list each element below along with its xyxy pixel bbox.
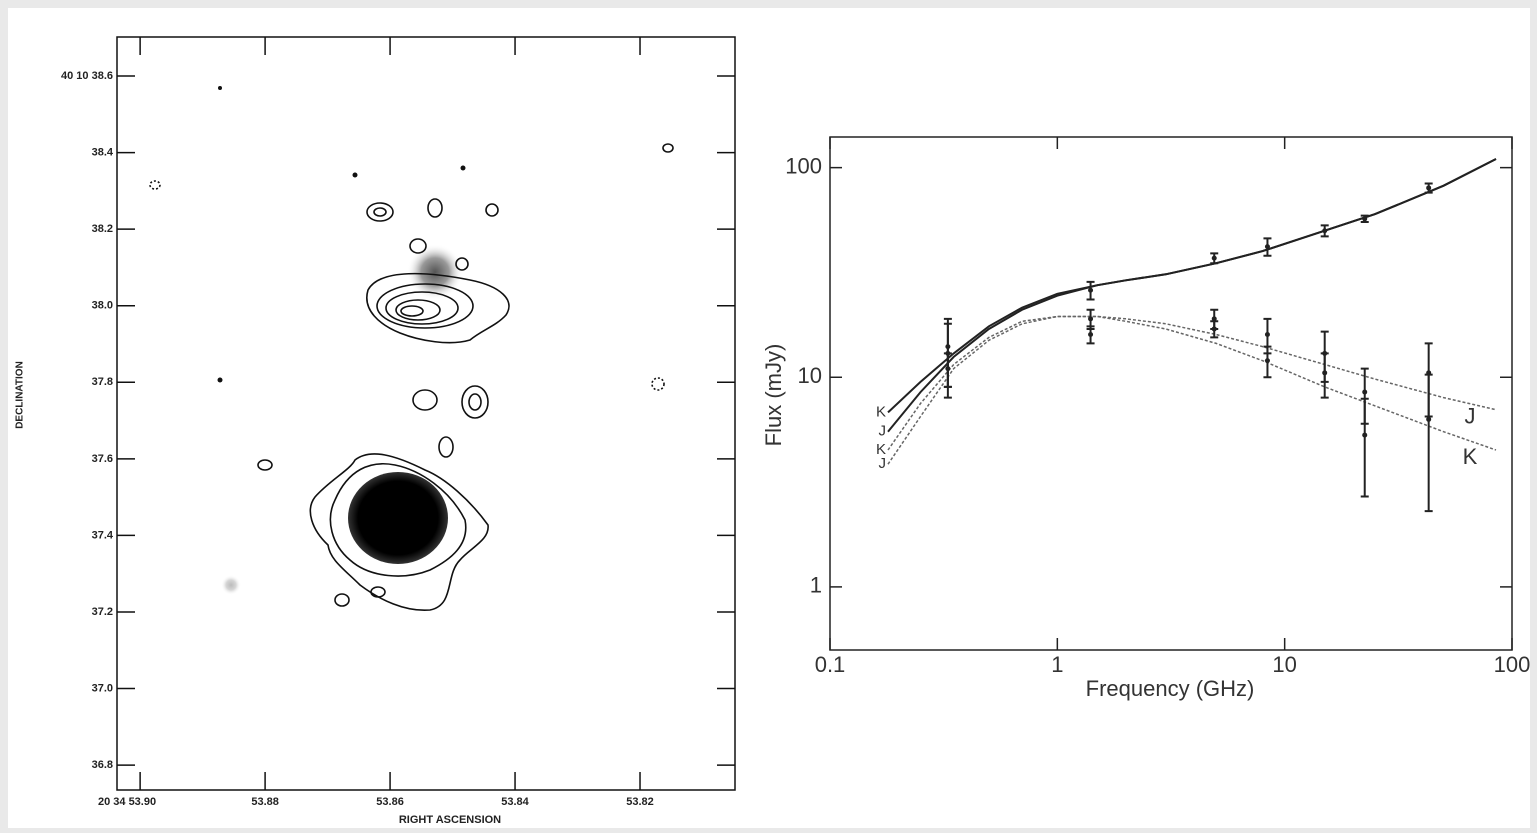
y-tick-label: 37.0 (92, 682, 113, 694)
y-tick-label: 38.2 (92, 223, 113, 235)
data-point (1088, 332, 1093, 337)
y-axis-label: DECLINATION (15, 361, 26, 429)
x-tick-label: 100 (1494, 652, 1531, 677)
data-point (945, 344, 950, 349)
data-point (1362, 433, 1367, 438)
data-point (1265, 332, 1270, 337)
contour (461, 166, 466, 171)
x-tick-label: 53.88 (251, 796, 279, 808)
y-tick-label: 37.8 (92, 376, 113, 388)
x-tick-label: 53.84 (501, 796, 529, 808)
data-point (1212, 326, 1217, 331)
y-tick-label: 40 10 38.6 (61, 70, 113, 82)
plot-frame (117, 37, 735, 790)
gray-emission (221, 575, 241, 595)
x-axis-label: RIGHT ASCENSION (399, 814, 501, 826)
contour (218, 378, 223, 383)
data-point (1265, 358, 1270, 363)
curve-label: J (879, 423, 887, 440)
y-tick-label: 38.4 (92, 147, 114, 159)
x-tick-label: 53.82 (626, 796, 654, 808)
y-tick-label: 100 (785, 153, 822, 178)
data-point (1426, 417, 1431, 422)
data-point (1362, 216, 1367, 221)
y-axis-label: Flux (mJy) (761, 344, 786, 447)
y-tick-label: 10 (798, 363, 822, 388)
data-point (1212, 256, 1217, 261)
x-tick-label: 0.1 (815, 652, 846, 677)
data-point (1265, 244, 1270, 249)
data-point (945, 366, 950, 371)
x-tick-label: 1 (1051, 652, 1063, 677)
contour (218, 86, 222, 90)
curve-label: K (1463, 444, 1478, 469)
curve-label: J (879, 455, 887, 472)
x-tick-label: 10 (1272, 652, 1296, 677)
data-point (1322, 370, 1327, 375)
figure: RIGHT ASCENSION DECLINATION 40 10 38.6 38… (0, 0, 1537, 833)
x-tick-label: 20 34 53.90 (98, 796, 156, 808)
contour-panel: RIGHT ASCENSION DECLINATION 40 10 38.6 38… (15, 37, 735, 826)
data-point (1426, 185, 1431, 190)
data-point (1088, 316, 1093, 321)
y-tick-label: 37.6 (92, 453, 113, 465)
y-tick-label: 1 (810, 573, 822, 598)
spectrum-panel: Frequency (GHz) Flux (mJy) 1 10 100 0.1 1 10 1… (761, 137, 1531, 701)
contour (353, 173, 358, 178)
y-tick-label: 36.8 (92, 759, 113, 771)
curve-label: J (1464, 404, 1475, 429)
data-point (1322, 228, 1327, 233)
plot-frame (830, 137, 1512, 650)
page: RIGHT ASCENSION DECLINATION 40 10 38.6 38… (0, 0, 1537, 833)
data-point (1088, 288, 1093, 293)
data-point (1362, 390, 1367, 395)
curve-label: K (876, 403, 886, 420)
x-tick-label: 53.86 (376, 796, 404, 808)
x-axis-label: Frequency (GHz) (1086, 676, 1255, 701)
y-tick-label: 37.4 (92, 529, 114, 541)
y-tick-label: 38.0 (92, 300, 113, 312)
bright-core (348, 472, 448, 564)
y-tick-label: 37.2 (92, 606, 113, 618)
